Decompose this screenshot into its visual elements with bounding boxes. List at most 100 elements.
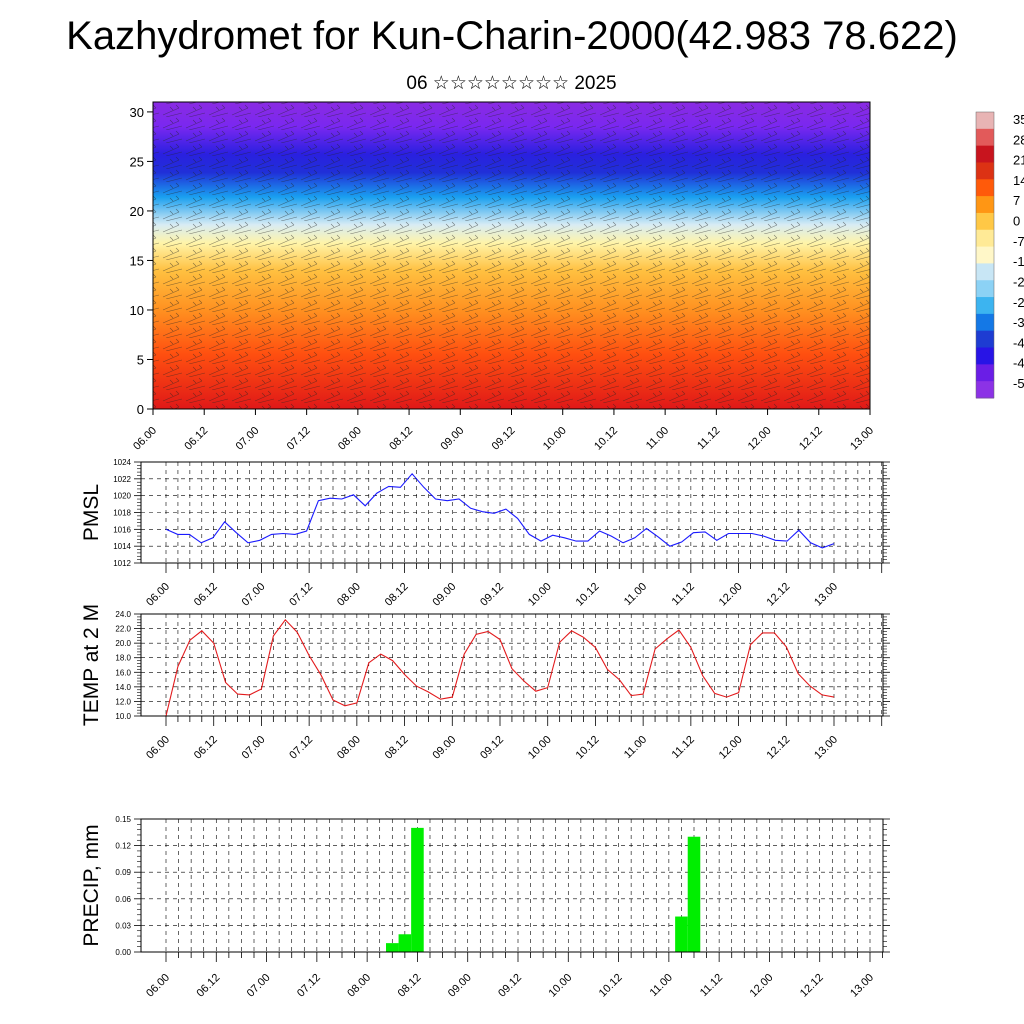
colorbar-label: 7 [1013, 193, 1020, 208]
colorbar-label: -42 [1013, 335, 1024, 350]
colorbar-swatch [976, 364, 994, 382]
y-tick-label: 14.0 [115, 683, 131, 692]
x-tick-label: 07.00 [234, 425, 262, 453]
x-tick-label: 08.00 [335, 581, 363, 609]
precip-bar [411, 827, 424, 952]
x-tick-label: 06.00 [144, 734, 172, 762]
colorbar-swatch [976, 179, 994, 197]
x-tick-label: 06.12 [194, 972, 222, 1000]
colorbar-swatch [976, 162, 994, 180]
colorbar-label: 14 [1013, 173, 1024, 188]
x-tick-label: 09.00 [430, 734, 458, 762]
x-tick-label: 12.00 [748, 972, 776, 1000]
x-tick-label: 13.00 [848, 425, 876, 453]
x-tick-label: 08.00 [345, 972, 373, 1000]
y-tick-label: 30 [130, 105, 144, 120]
y-tick-label: 16.0 [115, 668, 131, 677]
x-tick-label: 10.12 [597, 972, 625, 1000]
y-tick-label: 0.12 [115, 842, 131, 851]
x-tick-label: 11.12 [698, 972, 725, 999]
precip-bar [398, 934, 412, 952]
y-tick-label: 18.0 [115, 654, 131, 663]
y-tick-label: 5 [137, 352, 144, 367]
x-tick-label: 07.00 [240, 734, 268, 762]
x-tick-label: 09.12 [478, 581, 506, 609]
y-tick-label: 20 [130, 204, 144, 219]
x-tick-label: 07.12 [287, 581, 315, 609]
x-tick-label: 07.00 [240, 581, 268, 609]
colorbar-swatch [976, 112, 994, 130]
pmsl-line [165, 472, 835, 549]
colorbar-label: -21 [1013, 274, 1024, 289]
x-tick-label: 13.00 [812, 581, 840, 609]
pmsl-panel: 1012 1014 1016 1018 1020 1022 1024 06.00 06.12 07… [80, 458, 890, 609]
heatmap-y-axis: 0 5 10 15 20 25 30 [130, 105, 153, 417]
x-tick-label: 10.12 [592, 425, 620, 453]
y-tick-label: 1016 [113, 525, 131, 534]
colorbar-swatch [976, 280, 994, 298]
x-tick-label: 10.00 [526, 734, 554, 762]
x-tick-label: 07.00 [245, 972, 273, 1000]
panel-frame [140, 818, 884, 953]
heatmap-x-axis: 06.00 06.12 07.00 07.12 08.00 08.12 09.00 09.12… [131, 409, 876, 453]
colorbar-label: -7 [1013, 234, 1024, 249]
y-tick-label: 1018 [113, 509, 131, 518]
x-tick-label: 08.12 [383, 581, 411, 609]
y-tick-label: 0 [137, 402, 144, 417]
colorbar-frame [975, 111, 995, 399]
x-tick-label: 10.00 [526, 581, 554, 609]
precip-bar [687, 836, 701, 952]
y-tick-label: 1014 [113, 542, 131, 551]
y-tick-label: 1024 [113, 458, 131, 467]
x-tick-label: 06.00 [131, 425, 159, 453]
x-tick-label: 11.00 [622, 734, 649, 761]
colorbar-swatch [976, 212, 994, 231]
chart-subtitle: 06 ☆☆☆☆☆☆☆☆ 2025 [406, 73, 617, 94]
colorbar-labels: 35 28 21 14 7 0 -7 -14 -21 -28 -35 -42 -49 -56 [1013, 112, 1024, 391]
y-tick-label: 0.03 [115, 921, 131, 930]
x-tick-label: 07.12 [287, 734, 315, 762]
precip-bar [675, 916, 688, 952]
y-tick-label: 0.15 [115, 815, 131, 824]
colorbar-swatch [976, 313, 994, 332]
x-tick-label: 06.12 [182, 425, 210, 453]
temp-panel: 10.0 12.0 14.0 16.0 18.0 20.0 22.0 24.0 06.00 06.… [80, 604, 890, 762]
x-tick-label: 12.12 [798, 972, 826, 1000]
x-tick-label: 10.00 [546, 972, 574, 1000]
y-tick-label: 0.00 [115, 948, 131, 957]
x-tick-label: 11.12 [695, 425, 722, 452]
y-tick-label: 10.0 [115, 712, 131, 721]
x-tick-label: 11.12 [670, 734, 697, 761]
colorbar-swatch [976, 196, 994, 214]
x-tick-label: 09.12 [496, 972, 524, 1000]
colorbar-label: 35 [1013, 112, 1024, 127]
colorbar-swatch [976, 297, 994, 315]
y-tick-label: 22.0 [115, 625, 131, 634]
colorbar-label: 0 [1013, 214, 1020, 229]
x-tick-label: 13.00 [812, 734, 840, 762]
x-tick-label: 09.00 [446, 972, 474, 1000]
colorbar-swatch [976, 381, 994, 399]
colorbar-label: -49 [1013, 356, 1024, 371]
x-tick-label: 12.12 [797, 425, 825, 453]
x-tick-label: 08.00 [335, 734, 363, 762]
x-tick-label: 11.00 [644, 425, 671, 452]
heatmap-panel: 0 5 10 15 20 25 30 06.00 06.12 07.00 07.12 08.00 08… [130, 101, 876, 453]
x-tick-label: 10.00 [541, 425, 569, 453]
y-axis-title: PMSL [80, 484, 103, 541]
colorbar-swatch [976, 229, 994, 248]
x-tick-label: 13.00 [848, 972, 876, 1000]
colorbar-swatch [976, 145, 994, 163]
colorbar-swatch [976, 128, 994, 147]
x-tick-label: 07.12 [295, 972, 323, 1000]
x-tick-label: 06.12 [192, 734, 220, 762]
y-tick-label: 20.0 [115, 639, 131, 648]
x-tick-label: 12.12 [764, 581, 792, 609]
y-tick-label: 10 [130, 303, 144, 318]
x-tick-label: 09.12 [478, 734, 506, 762]
x-tick-label: 09.00 [430, 581, 458, 609]
x-tick-label: 08.12 [387, 425, 415, 453]
colorbar-swatch [976, 330, 994, 349]
y-tick-label: 15 [130, 253, 144, 268]
